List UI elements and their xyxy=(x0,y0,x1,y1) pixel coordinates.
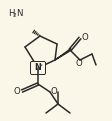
Text: 2: 2 xyxy=(13,13,16,18)
Text: N: N xyxy=(35,64,41,72)
Polygon shape xyxy=(55,49,71,60)
Text: H: H xyxy=(8,8,14,18)
Text: O: O xyxy=(82,34,88,42)
Text: O: O xyxy=(14,87,20,95)
Text: O: O xyxy=(51,87,57,97)
Text: O: O xyxy=(76,58,82,68)
FancyBboxPatch shape xyxy=(30,61,45,75)
Text: *: * xyxy=(40,64,43,69)
Text: N: N xyxy=(16,8,23,18)
